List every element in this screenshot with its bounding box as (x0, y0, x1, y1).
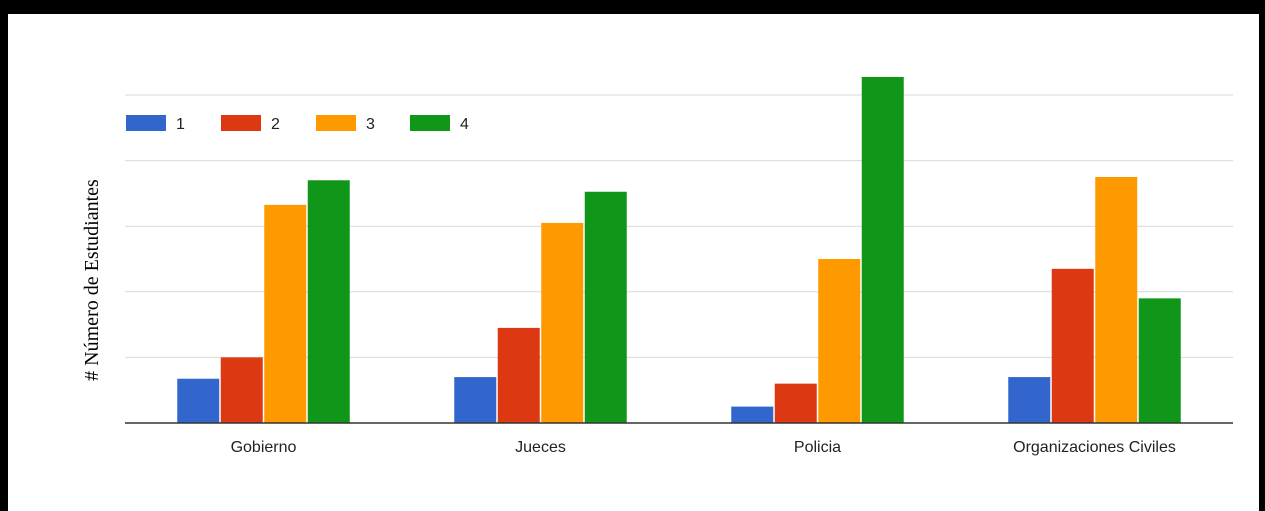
x-tick-label: Policia (794, 439, 841, 456)
legend-swatch-3[interactable] (316, 115, 356, 131)
bar-jueces-series-3[interactable] (541, 222, 584, 423)
bar-jueces-series-4[interactable] (584, 191, 627, 423)
bar-policia-series-4[interactable] (861, 76, 904, 424)
bar-jueces-series-1[interactable] (454, 377, 497, 423)
x-tick-label: Gobierno (231, 439, 297, 456)
x-tick-label: Organizaciones Civiles (1013, 439, 1176, 456)
bars (177, 76, 1181, 424)
x-tick-label: Jueces (515, 439, 566, 456)
legend-label-4[interactable]: 4 (460, 116, 469, 133)
legend-label-1[interactable]: 1 (176, 116, 185, 133)
bar-organizaciones-civiles-series-2[interactable] (1051, 268, 1094, 423)
bar-gobierno-series-3[interactable] (264, 204, 307, 423)
bar-gobierno-series-2[interactable] (220, 357, 263, 423)
bar-policia-series-1[interactable] (731, 406, 774, 423)
x-tick-labels: Gobierno Jueces Policia Organizaciones Civi… (231, 439, 1176, 456)
bar-gobierno-series-1[interactable] (177, 378, 220, 423)
bar-organizaciones-civiles-series-4[interactable] (1138, 298, 1181, 423)
bar-policia-series-2[interactable] (774, 383, 817, 423)
legend[interactable]: 1 2 3 4 (126, 115, 469, 133)
bar-organizaciones-civiles-series-3[interactable] (1095, 177, 1138, 423)
bar-organizaciones-civiles-series-1[interactable] (1008, 377, 1051, 423)
legend-label-2[interactable]: 2 (271, 116, 280, 133)
y-axis-label: # Número de Estudiantes (81, 179, 103, 381)
bar-gobierno-series-4[interactable] (307, 180, 350, 423)
legend-swatch-4[interactable] (410, 115, 450, 131)
bar-policia-series-3[interactable] (818, 259, 861, 423)
bar-jueces-series-2[interactable] (497, 327, 540, 423)
legend-label-3[interactable]: 3 (366, 116, 375, 133)
legend-swatch-2[interactable] (221, 115, 261, 131)
legend-swatch-1[interactable] (126, 115, 166, 131)
